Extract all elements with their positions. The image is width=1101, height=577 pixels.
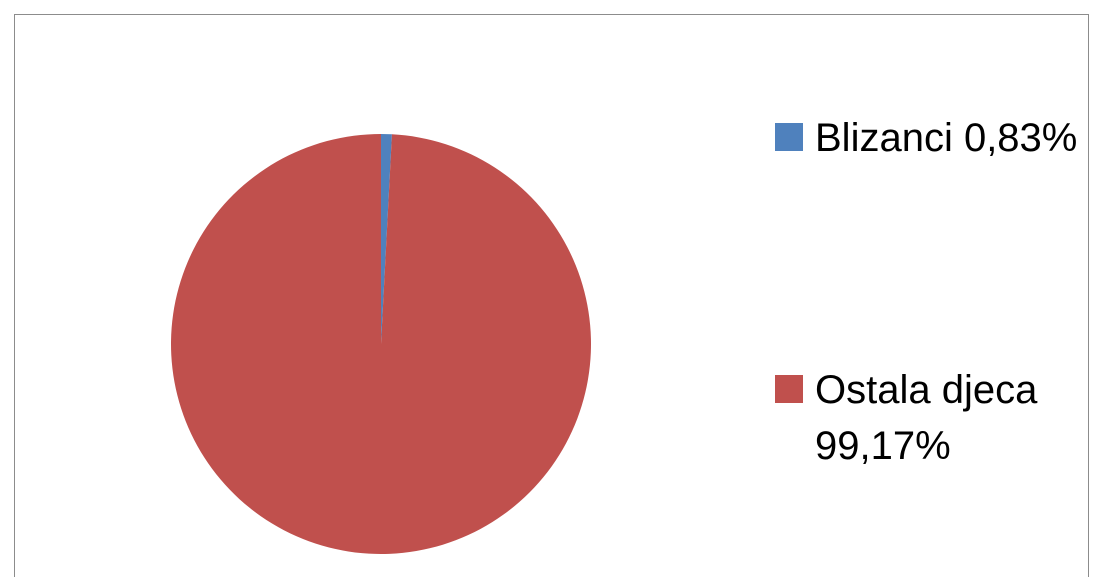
pie-slice-blizanci — [381, 134, 392, 344]
legend-label-blizanci: Blizanci 0,83% — [815, 116, 1078, 160]
legend-item-blizanci: Blizanci 0,83% — [775, 110, 1085, 166]
legend-item-ostala-djeca: Ostala djeca 99,17% — [775, 362, 1085, 474]
pie-slice-ostala-djeca — [170, 134, 591, 554]
legend-swatch-blizanci — [775, 123, 803, 151]
legend-label-ostala-djeca: Ostala djeca 99,17% — [815, 368, 1038, 468]
legend-swatch-ostala-djeca — [775, 375, 803, 403]
